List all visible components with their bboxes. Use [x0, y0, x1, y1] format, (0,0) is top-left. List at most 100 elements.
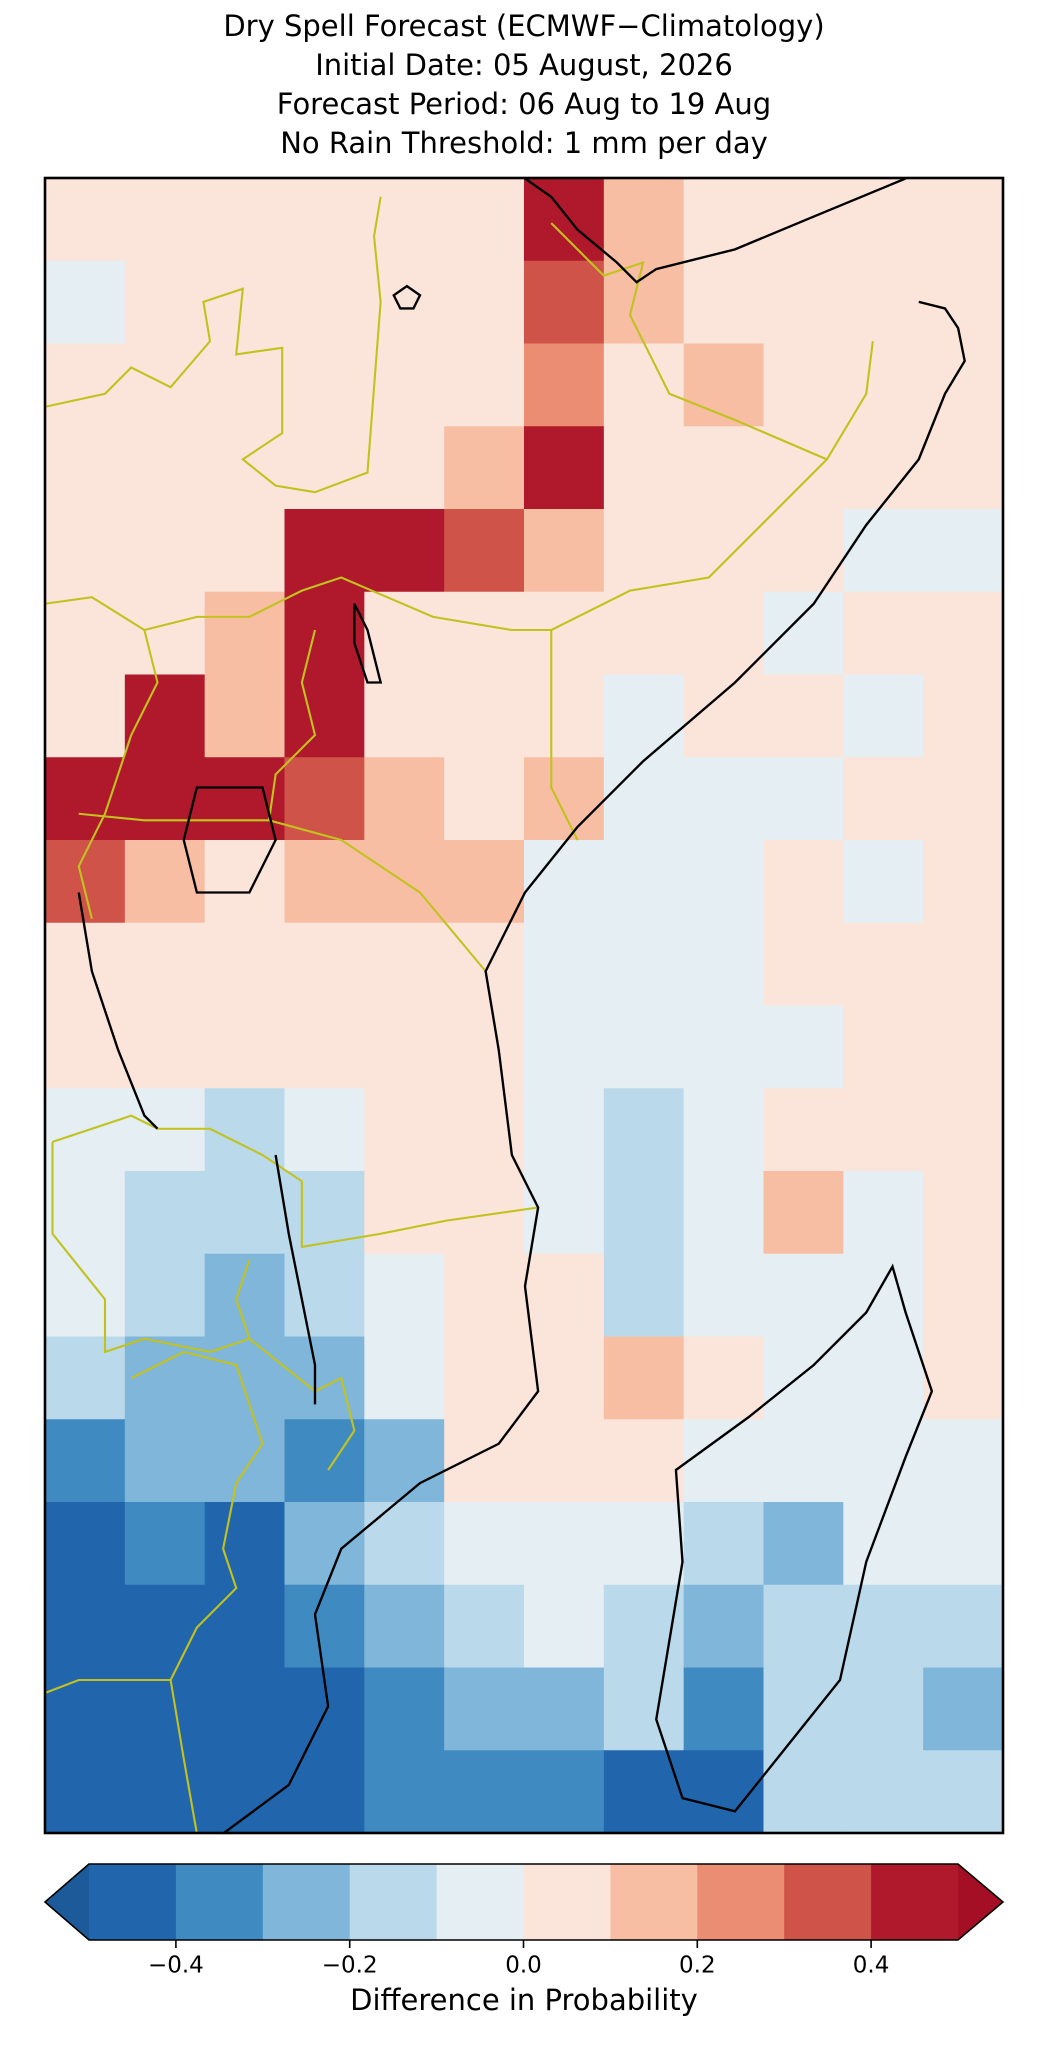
- grid-cell: [364, 1584, 445, 1668]
- grid-cell: [843, 1750, 924, 1834]
- grid-cell: [923, 674, 1004, 758]
- grid-cell: [364, 1336, 445, 1420]
- colorbar-extend-high: [958, 1864, 1003, 1940]
- map-frame: [43, 176, 1005, 1835]
- grid-cell: [204, 840, 285, 924]
- colorbar-segment: [784, 1864, 872, 1940]
- grid-cell: [124, 1171, 206, 1255]
- colorbar-segment: [175, 1864, 264, 1940]
- chart-title: Dry Spell Forecast (ECMWF−Climatology): [223, 9, 824, 43]
- grid-cell: [843, 343, 924, 427]
- grid-cell: [524, 1088, 605, 1172]
- grid-cell: [843, 1336, 924, 1420]
- grid-cell: [284, 1419, 365, 1503]
- grid-cell: [45, 343, 126, 427]
- grid-cell: [763, 343, 844, 427]
- colorbar-tick-label: −0.2: [322, 1953, 378, 1979]
- grid-cell: [364, 1667, 445, 1751]
- grid-cell: [124, 1336, 206, 1420]
- grid-cell: [364, 674, 445, 758]
- grid-cell: [524, 1750, 605, 1834]
- grid-cell: [683, 343, 764, 427]
- grid-cell: [923, 1088, 1004, 1172]
- grid-cell: [204, 1088, 285, 1172]
- grid-cell: [364, 757, 445, 841]
- grid-cell: [603, 1419, 685, 1503]
- grid-cell: [45, 1005, 126, 1089]
- colorbar-segment: [89, 1864, 177, 1940]
- grid-cell: [364, 509, 445, 593]
- grid-cell: [284, 591, 365, 675]
- grid-cell: [603, 591, 685, 675]
- grid-cell: [124, 509, 206, 593]
- grid-cell: [45, 1584, 126, 1668]
- grid-cell: [124, 840, 206, 924]
- colorbar-tick-label: 0.0: [505, 1953, 542, 1979]
- grid-cell: [45, 1750, 126, 1834]
- grid-cell: [763, 1088, 844, 1172]
- grid-cell: [284, 343, 365, 427]
- grid-cell: [284, 674, 365, 758]
- grid-cell: [524, 1584, 605, 1668]
- grid-cell: [603, 922, 685, 1006]
- grid-cell: [204, 674, 285, 758]
- grid-cell: [683, 1088, 764, 1172]
- grid-cell: [45, 1419, 126, 1503]
- grid-cell: [923, 1584, 1004, 1668]
- grid-cell: [444, 1088, 525, 1172]
- grid-cell: [204, 1419, 285, 1503]
- grid-cell: [204, 1667, 285, 1751]
- grid-cell: [683, 840, 764, 924]
- grid-cell: [923, 591, 1004, 675]
- grid-cell: [923, 922, 1004, 1006]
- grid-cell: [444, 343, 525, 427]
- grid-cell: [923, 1171, 1004, 1255]
- grid-cell: [524, 1419, 605, 1503]
- chart-title: Forecast Period: 06 Aug to 19 Aug: [277, 87, 771, 121]
- grid-cell: [444, 1667, 525, 1751]
- grid-cell: [204, 922, 285, 1006]
- grid-cell: [603, 1088, 685, 1172]
- grid-cell: [284, 922, 365, 1006]
- grid-cell: [763, 840, 844, 924]
- colorbar-segment: [871, 1864, 959, 1940]
- grid-cell: [524, 922, 605, 1006]
- grid-cell: [45, 426, 126, 510]
- colorbar-segment: [523, 1864, 611, 1940]
- grid-cell: [524, 1502, 605, 1586]
- grid-cell: [843, 426, 924, 510]
- grid-cell: [843, 1005, 924, 1089]
- grid-cell: [603, 1667, 685, 1751]
- grid-cell: [284, 509, 365, 593]
- grid-cell: [923, 509, 1004, 593]
- grid-cell: [843, 509, 924, 593]
- grid-cell: [444, 426, 525, 510]
- grid-cell: [603, 1253, 685, 1337]
- grid-cell: [843, 1171, 924, 1255]
- grid-cell: [524, 178, 605, 262]
- grid-cell: [364, 1171, 445, 1255]
- grid-cell: [124, 591, 206, 675]
- grid-cell: [524, 1253, 605, 1337]
- grid-cell: [204, 1750, 285, 1834]
- grid-cell: [204, 1005, 285, 1089]
- grid-cell: [843, 591, 924, 675]
- grid-cell: [524, 840, 605, 924]
- grid-cell: [45, 1253, 126, 1337]
- grid-cell: [444, 1336, 525, 1420]
- grid-cell: [843, 1088, 924, 1172]
- grid-cell: [45, 178, 126, 262]
- grid-cell: [843, 757, 924, 841]
- grid-cell: [444, 178, 525, 262]
- grid-cell: [444, 840, 525, 924]
- colorbar-tick-label: −0.4: [148, 1953, 204, 1979]
- grid-cell: [923, 1253, 1004, 1337]
- grid-cell: [284, 757, 365, 841]
- grid-cell: [923, 1502, 1004, 1586]
- colorbar-segment: [349, 1864, 438, 1940]
- grid-cell: [284, 426, 365, 510]
- grid-cell: [364, 1750, 445, 1834]
- grid-cell: [124, 1419, 206, 1503]
- grid-cell: [763, 426, 844, 510]
